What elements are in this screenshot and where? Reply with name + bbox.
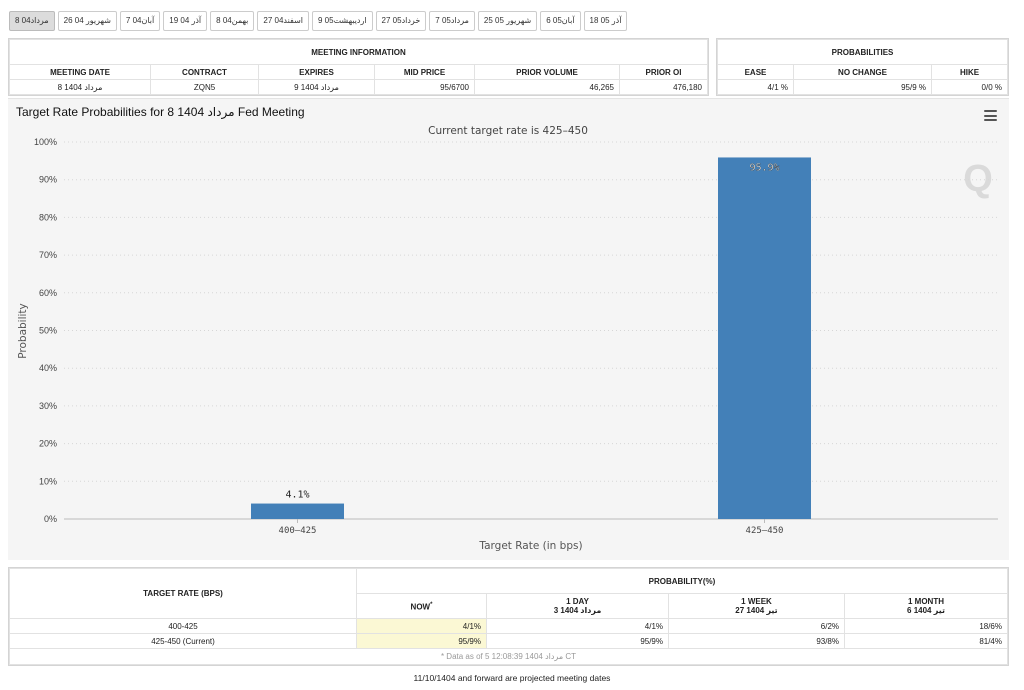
y-axis-title: Probability — [17, 303, 29, 359]
expires-value: 9 مرداد 1404 — [258, 79, 375, 95]
header-now-footnote-mark: * — [430, 601, 433, 608]
header-1-month-title: 1 MONTH — [908, 597, 944, 606]
tab-meeting-5[interactable]: 27 اسفند04 — [257, 11, 309, 31]
header-prior-oi: PRIOR OI — [619, 64, 708, 80]
probability-cell-1-month: 81/4% — [844, 633, 1008, 649]
header-1-day-date: 3 مرداد 1404 — [553, 606, 602, 615]
y-tick-label: 60% — [39, 288, 57, 298]
meeting-information-heading: MEETING INFORMATION — [9, 39, 708, 65]
header-1-week-date: 27 تیر 1404 — [735, 606, 778, 615]
bar-0 — [251, 503, 344, 519]
header-ease: EASE — [717, 64, 794, 80]
data-label-1: 95.9% — [749, 162, 779, 173]
target-rate-cell: 400-425 — [9, 618, 357, 634]
chart-subtitle: Current target rate is 425–450 — [428, 125, 588, 137]
header-now: NOW* — [356, 593, 487, 619]
probability-chart: Q 0% 10% 20% 30% 40% 50% 60% 70% 80% 90% 100% 4.1% 40… — [17, 125, 998, 552]
tab-meeting-8[interactable]: 7 مرداد05 — [429, 11, 475, 31]
prior-volume-value: 46,265 — [474, 79, 620, 95]
tab-meeting-6[interactable]: 9 اردیبهشت05 — [312, 11, 373, 31]
chart-title: Target Rate Probabilities for 8 مرداد 14… — [16, 105, 305, 119]
hike-value: 0/0 % — [931, 79, 1008, 95]
header-no-change: NO CHANGE — [793, 64, 932, 80]
y-tick-label: 70% — [39, 250, 57, 260]
watermark-logo-icon: Q — [963, 158, 993, 200]
y-tick-label: 30% — [39, 401, 57, 411]
projected-dates-note: 11/10/1404 and forward are projected mee… — [413, 673, 611, 683]
tab-meeting-4[interactable]: 8 بهمن04 — [210, 11, 255, 31]
x-tick-label: 425–450 — [746, 526, 784, 536]
data-label-0: 4.1% — [285, 490, 309, 501]
header-mid-price: MID PRICE — [374, 64, 475, 80]
header-now-title: NOW — [410, 602, 431, 612]
tab-meeting-7[interactable]: 27 خرداد05 — [375, 11, 427, 31]
header-1-month-date: 6 تیر 1404 — [907, 606, 945, 615]
meeting-date-value: 8 مرداد 1404 — [9, 79, 151, 95]
x-axis-title: Target Rate (in bps) — [478, 540, 582, 552]
y-tick-label: 50% — [39, 326, 57, 336]
header-prior-volume: PRIOR VOLUME — [474, 64, 620, 80]
prior-oi-value: 476,180 — [619, 79, 708, 95]
bar-1 — [718, 157, 811, 519]
y-tick-label: 40% — [39, 363, 57, 373]
header-target-rate: TARGET RATE (BPS) — [9, 568, 357, 619]
probability-cell-1-week: 6/2% — [668, 618, 845, 634]
y-tick-label: 100% — [34, 137, 57, 147]
y-tick-label: 80% — [39, 212, 57, 222]
table-row: 400-425 4/1% 4/1% 6/2% 18/6% — [9, 618, 1008, 634]
probability-cell-now: 95/9% — [356, 633, 487, 649]
header-hike: HIKE — [931, 64, 1008, 80]
header-expires: EXPIRES — [258, 64, 375, 80]
meeting-tabs: 8 مرداد04 26 شهریور 04 7 آبان04 19 آذر 04 8 … — [9, 11, 628, 31]
data-as-of-note: * Data as of 5 مرداد 1404 12:08:39 CT — [9, 648, 1008, 665]
probability-cell-now: 4/1% — [356, 618, 487, 634]
header-1-day: 1 DAY 3 مرداد 1404 — [486, 593, 669, 619]
tab-meeting-11[interactable]: 18 آذر 05 — [583, 11, 628, 31]
mid-price-value: 95/6700 — [374, 79, 475, 95]
tab-meeting-10[interactable]: 6 آبان05 — [540, 11, 581, 31]
header-1-month: 1 MONTH 6 تیر 1404 — [844, 593, 1008, 619]
probability-cell-1-day: 95/9% — [486, 633, 669, 649]
tab-meeting-0[interactable]: 8 مرداد04 — [9, 11, 55, 31]
header-1-week-title: 1 WEEK — [741, 597, 772, 606]
probabilities-panel: PROBABILITIES EASE NO CHANGE HIKE 4/1 % … — [716, 38, 1009, 96]
target-rate-cell: 425-450 (Current) — [9, 633, 357, 649]
hamburger-menu-icon[interactable] — [984, 110, 997, 121]
tab-meeting-9[interactable]: 25 شهریور 05 — [477, 11, 538, 31]
probability-cell-1-day: 4/1% — [486, 618, 669, 634]
header-1-day-title: 1 DAY — [566, 597, 589, 606]
probabilities-heading: PROBABILITIES — [717, 39, 1008, 65]
target-rate-probability-table: TARGET RATE (BPS) PROBABILITY(%) NOW* 1 D… — [8, 567, 1009, 666]
tab-meeting-1[interactable]: 26 شهریور 04 — [57, 11, 117, 31]
header-probability-group: PROBABILITY(%) — [356, 568, 1008, 594]
tab-meeting-3[interactable]: 19 آذر 04 — [163, 11, 208, 31]
meeting-information-panel: MEETING INFORMATION MEETING DATE CONTRAC… — [8, 38, 709, 96]
y-tick-label: 0% — [44, 514, 57, 524]
chart-panel: Q 0% 10% 20% 30% 40% 50% 60% 70% 80% 90% 100% 4.1% 40… — [8, 98, 1009, 560]
no-change-value: 95/9 % — [793, 79, 932, 95]
y-tick-label: 90% — [39, 175, 57, 185]
header-contract: CONTRACT — [150, 64, 259, 80]
header-meeting-date: MEETING DATE — [9, 64, 151, 80]
ease-value: 4/1 % — [717, 79, 794, 95]
y-tick-label: 20% — [39, 439, 57, 449]
x-tick-label: 400–425 — [279, 526, 317, 536]
probability-cell-1-week: 93/8% — [668, 633, 845, 649]
table-row: 425-450 (Current) 95/9% 95/9% 93/8% 81/4% — [9, 633, 1008, 649]
header-1-week: 1 WEEK 27 تیر 1404 — [668, 593, 845, 619]
tab-meeting-2[interactable]: 7 آبان04 — [119, 11, 161, 31]
probability-cell-1-month: 18/6% — [844, 618, 1008, 634]
y-tick-label: 10% — [39, 476, 57, 486]
contract-value: ZQN5 — [150, 79, 259, 95]
